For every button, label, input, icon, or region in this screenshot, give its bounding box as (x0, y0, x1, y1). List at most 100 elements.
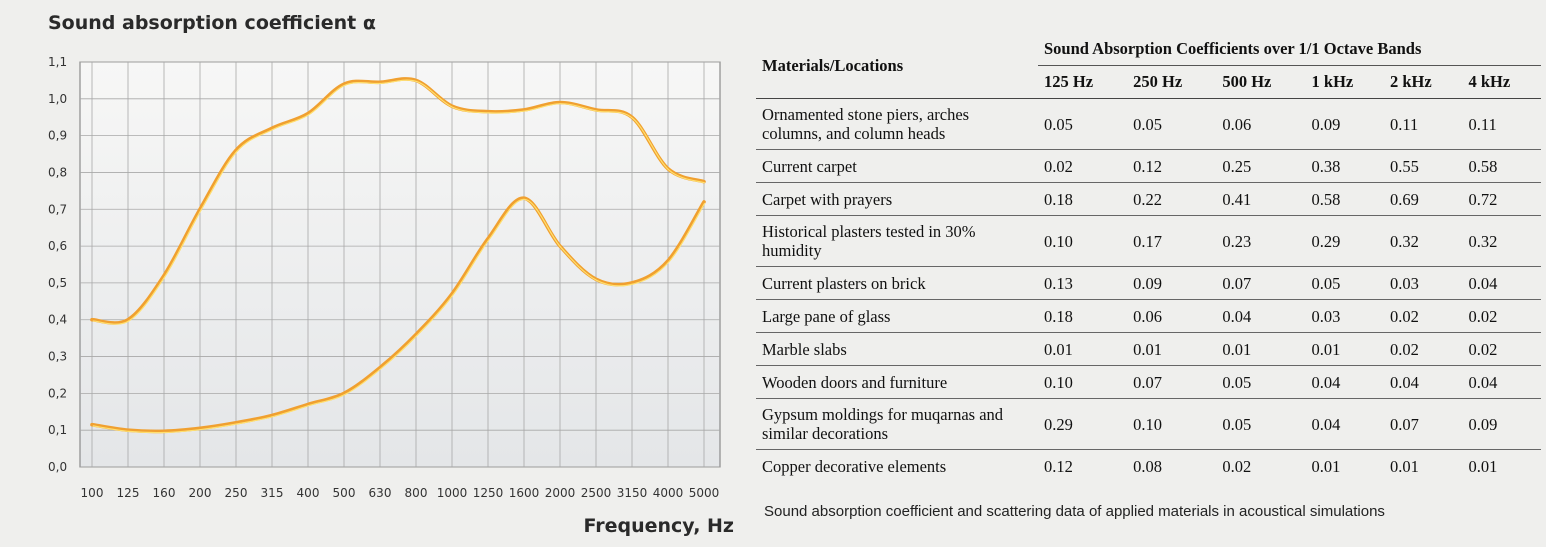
coefficient-cell: 0.01 (1389, 456, 1419, 476)
series-line-1-highlight (92, 79, 706, 325)
table-row: Large pane of glass 0.18 0.06 0.04 0.03 0.02 0… (756, 299, 1541, 333)
x-tick-label: 2000 (545, 486, 576, 500)
band-header: 4 kHz (1462, 65, 1541, 99)
band-header-row: 125 Hz 250 Hz 500 Hz 1 kHz 2 kHz 4 kHz (756, 65, 1541, 99)
coefficient-cell: 0.17 (1127, 215, 1217, 267)
coefficient-cell: 0.10 (1038, 365, 1128, 399)
coefficient-cell: 0.01 (1311, 456, 1341, 476)
table-row: Gypsum moldings for muqarnas and similar… (756, 398, 1541, 450)
coefficient-cell: 0.02 (1462, 332, 1541, 366)
coefficient-cell: 0.05 (1038, 98, 1128, 150)
y-tick-label: 0,9 (48, 129, 67, 143)
x-tick-label: 1600 (509, 486, 540, 500)
coefficient-cell: 0.02 (1383, 332, 1463, 366)
x-tick-label: 1250 (473, 486, 504, 500)
y-tick-label: 0,6 (48, 239, 67, 253)
material-name: Current plasters on brick (756, 266, 1038, 300)
coefficient-cell: 0.01 (1127, 332, 1217, 366)
coefficient-cell: 0.07 (1127, 365, 1217, 399)
table-row: Wooden doors and furniture 0.10 0.07 0.05 0.… (756, 365, 1541, 399)
coefficient-cell: 0.03 (1383, 266, 1463, 300)
table-row: Current plasters on brick 0.13 0.09 0.07 0.0… (756, 266, 1541, 300)
coefficient-cell: 0.58 (1305, 182, 1384, 216)
x-tick-label: 250 (225, 486, 248, 500)
y-tick-label: 0,7 (48, 202, 67, 216)
x-tick-label: 100 (81, 486, 104, 500)
coefficient-cell: 0.04 (1216, 299, 1306, 333)
coefficient-cell: 0.04 (1305, 398, 1384, 450)
coefficient-cell: 0.10 (1038, 215, 1128, 267)
material-name: Copper decorative elements (762, 456, 947, 476)
coefficient-cell: 0.07 (1383, 398, 1463, 450)
coefficient-cell: 0.23 (1216, 215, 1306, 267)
materials-table: Materials/Locations Sound Absorption Coe… (756, 33, 1541, 482)
absorption-chart: 0,0 0,1 0,2 0,3 0,4 0,5 0,6 0,7 0,8 0,9 1,0 1,1 100… (0, 0, 750, 547)
y-tick-label: 0,0 (48, 460, 67, 474)
material-name: Historical plasters tested in 30% humidi… (756, 215, 1038, 267)
coefficient-cell: 0.18 (1038, 182, 1128, 216)
table-row: Historical plasters tested in 30% humidi… (756, 215, 1541, 267)
coefficient-cell: 0.05 (1305, 266, 1384, 300)
coefficient-cell: 0.29 (1305, 215, 1384, 267)
coefficient-cell: 0.03 (1305, 299, 1384, 333)
coefficient-cell: 0.10 (1127, 398, 1217, 450)
band-header: 2 kHz (1383, 65, 1463, 99)
band-header: 125 Hz (1038, 65, 1128, 99)
coefficient-cell: 0.08 (1133, 456, 1163, 476)
coefficient-cell: 0.13 (1038, 266, 1128, 300)
coefficient-cell: 0.69 (1383, 182, 1463, 216)
coefficient-cell: 0.06 (1216, 98, 1306, 150)
material-name: Gypsum moldings for muqarnas and similar… (756, 398, 1038, 450)
coefficient-cell: 0.41 (1216, 182, 1306, 216)
band-header: 500 Hz (1216, 65, 1306, 99)
x-tick-label: 3150 (617, 486, 648, 500)
coefficient-cell: 0.22 (1127, 182, 1217, 216)
x-tick-label: 400 (297, 486, 320, 500)
coefficient-cell: 0.32 (1462, 215, 1541, 267)
x-tick-label: 1000 (437, 486, 468, 500)
coefficient-cell: 0.38 (1305, 149, 1384, 183)
coefficient-cell: 0.02 (1038, 149, 1128, 183)
table-caption: Sound absorption coefficient and scatter… (764, 503, 1385, 520)
y-tick-label: 0,1 (48, 423, 67, 437)
x-axis-ticks: 100 125 160 200 250 315 400 500 630 800 1000 1250 16… (81, 486, 720, 500)
coefficient-cell: 0.12 (1044, 456, 1073, 476)
bands-group-header: Sound Absorption Coefficients over 1/1 O… (1038, 33, 1541, 66)
y-tick-label: 1,0 (48, 92, 67, 106)
table-row: Current carpet 0.02 0.12 0.25 0.38 0.55 0.58 (756, 149, 1541, 183)
series-line-2-highlight (92, 198, 706, 434)
x-tick-label: 800 (405, 486, 428, 500)
coefficient-cell: 0.01 (1038, 332, 1128, 366)
x-tick-label: 2500 (581, 486, 612, 500)
materials-table-body: Ornamented stone piers, arches columns, … (756, 98, 1541, 483)
y-tick-label: 0,8 (48, 165, 67, 179)
material-name: Carpet with prayers (756, 182, 1038, 216)
y-tick-label: 0,4 (48, 313, 67, 327)
material-name: Ornamented stone piers, arches columns, … (756, 98, 1038, 150)
coefficient-cell: 0.06 (1127, 299, 1217, 333)
coefficient-cell: 0.58 (1462, 149, 1541, 183)
x-axis-label: Frequency, Hz (583, 515, 734, 537)
material-name: Marble slabs (756, 332, 1038, 366)
coefficient-cell: 0.04 (1305, 365, 1384, 399)
coefficient-cell: 0.25 (1216, 149, 1306, 183)
coefficient-cell: 0.02 (1222, 456, 1252, 476)
coefficient-cell: 0.07 (1216, 266, 1306, 300)
series-line-1 (90, 77, 706, 325)
materials-table-panel: Materials/Locations Sound Absorption Coe… (756, 33, 1541, 482)
x-tick-label: 125 (117, 486, 140, 500)
material-name: Wooden doors and furniture (756, 365, 1038, 399)
x-tick-label: 5000 (689, 486, 720, 500)
material-name: Large pane of glass (756, 299, 1038, 333)
coefficient-cell: 0.05 (1127, 98, 1217, 150)
coefficient-cell: 0.01 (1305, 332, 1384, 366)
table-row: Copper decorative elements 0.12 0.08 0.02 0.… (756, 450, 1541, 483)
coefficient-cell: 0.04 (1462, 365, 1541, 399)
coefficient-cell: 0.09 (1305, 98, 1384, 150)
coefficient-cell: 0.01 (1216, 332, 1306, 366)
chart-title: Sound absorption coefficient α (48, 12, 376, 34)
coefficient-cell: 0.11 (1383, 98, 1463, 150)
coefficient-cell: 0.32 (1383, 215, 1463, 267)
coefficient-cell: 0.04 (1383, 365, 1463, 399)
x-tick-label: 160 (153, 486, 176, 500)
